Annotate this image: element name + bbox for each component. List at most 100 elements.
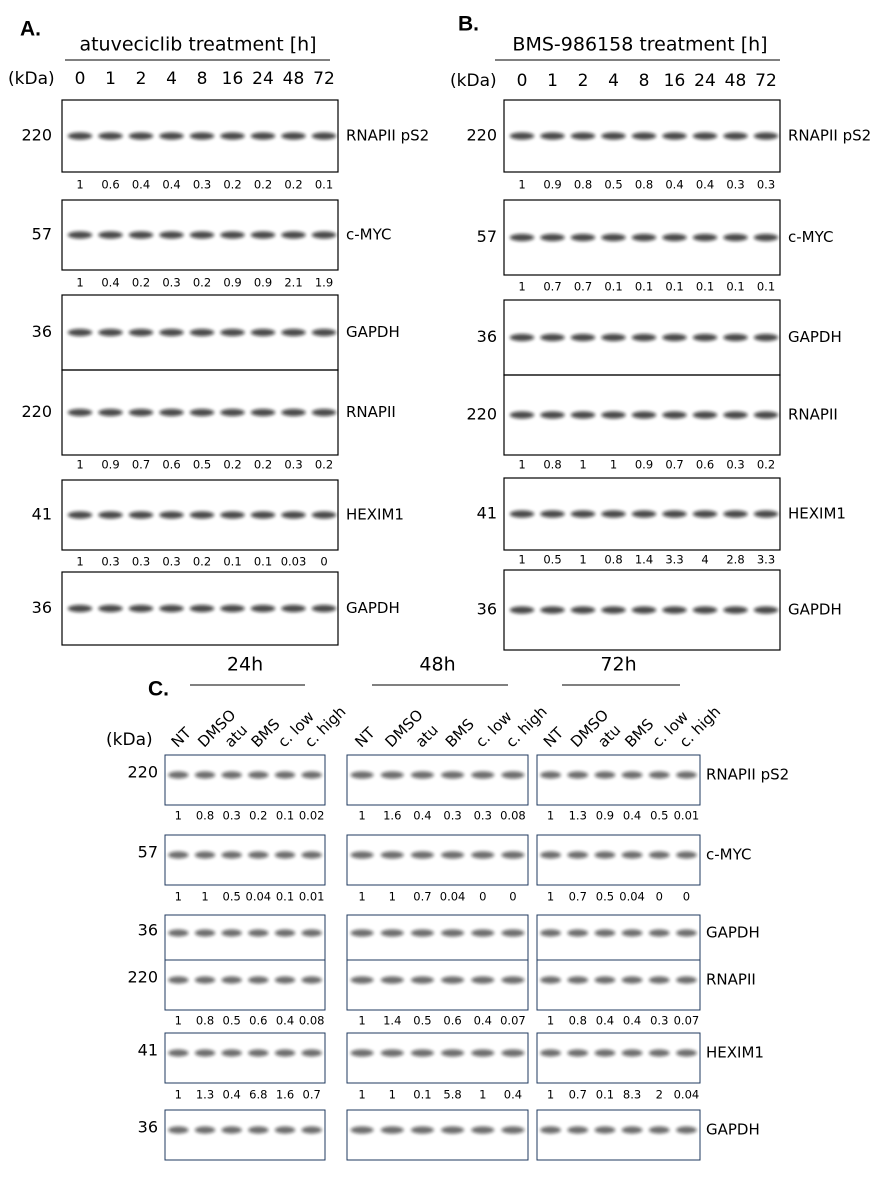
quant-value: 0.2 bbox=[254, 458, 272, 472]
quant-value: 0.8 bbox=[543, 458, 561, 472]
band bbox=[723, 510, 748, 518]
quant-value: 0.2 bbox=[757, 458, 775, 472]
unit-label: (kDa) bbox=[450, 71, 497, 91]
band bbox=[189, 231, 215, 239]
band bbox=[281, 408, 306, 417]
quant-value: 0.5 bbox=[650, 809, 668, 823]
protein-label: HEXIM1 bbox=[346, 506, 404, 524]
blot-box bbox=[536, 754, 701, 806]
quant-value: 0.2 bbox=[284, 178, 302, 192]
quant-value: 0.5 bbox=[543, 553, 561, 567]
band bbox=[567, 976, 589, 984]
lane-label: 16 bbox=[664, 71, 686, 91]
blot-box bbox=[503, 477, 781, 551]
quant-value: 0.7 bbox=[665, 458, 683, 472]
band bbox=[311, 604, 337, 613]
quant-value: 1 bbox=[76, 276, 83, 290]
quant-value: 0.4 bbox=[413, 809, 431, 823]
band bbox=[67, 604, 93, 613]
protein-label: GAPDH bbox=[706, 924, 760, 942]
band bbox=[441, 929, 465, 937]
kda-label: 57 bbox=[32, 225, 52, 244]
quant-value: 2 bbox=[656, 1088, 663, 1102]
band bbox=[248, 976, 269, 984]
band bbox=[501, 771, 525, 779]
quant-value: 1 bbox=[76, 178, 83, 192]
quant-value: 3.3 bbox=[665, 553, 683, 567]
band bbox=[221, 1126, 242, 1134]
quant-value: 0.9 bbox=[596, 809, 614, 823]
quant-value: 0.5 bbox=[596, 890, 614, 904]
band bbox=[250, 328, 276, 337]
blot-box bbox=[346, 1032, 529, 1084]
band bbox=[250, 511, 276, 519]
quant-value: 0.1 bbox=[696, 280, 714, 294]
quant-value: 1 bbox=[610, 458, 617, 472]
lane-label: 4 bbox=[608, 71, 619, 91]
band bbox=[221, 771, 242, 779]
lane-label: 24 bbox=[694, 71, 716, 91]
band bbox=[194, 1126, 216, 1134]
quant-value: 1.4 bbox=[635, 553, 653, 567]
band bbox=[281, 328, 306, 337]
band bbox=[410, 1126, 434, 1134]
band bbox=[220, 231, 245, 239]
band bbox=[410, 1049, 434, 1057]
quant-value: 0.5 bbox=[223, 890, 241, 904]
blot-box bbox=[164, 834, 326, 886]
band bbox=[567, 1126, 589, 1134]
band bbox=[540, 1049, 561, 1057]
quant-value: 0.6 bbox=[696, 458, 714, 472]
quant-value: 2.1 bbox=[284, 276, 302, 290]
blot-box bbox=[164, 914, 326, 961]
band bbox=[281, 231, 306, 239]
band bbox=[570, 333, 596, 342]
band bbox=[98, 408, 123, 417]
quant-value: 0.07 bbox=[500, 1014, 526, 1028]
quant-value: 0.1 bbox=[665, 280, 683, 294]
band bbox=[676, 976, 697, 984]
quant-value: 0.6 bbox=[249, 1014, 267, 1028]
band bbox=[570, 132, 596, 140]
quant-value: 0.5 bbox=[223, 1014, 241, 1028]
quant-value: 0.08 bbox=[500, 809, 526, 823]
quant-value: 1 bbox=[358, 1014, 365, 1028]
quant-value: 0.8 bbox=[574, 178, 592, 192]
band bbox=[441, 1126, 465, 1134]
band bbox=[274, 1126, 296, 1134]
band bbox=[471, 851, 495, 859]
quant-value: 0.9 bbox=[223, 276, 241, 290]
band bbox=[723, 233, 748, 242]
band bbox=[570, 411, 596, 419]
band bbox=[648, 976, 670, 984]
band bbox=[248, 851, 269, 859]
band bbox=[441, 771, 465, 779]
lane-label: NT bbox=[351, 723, 379, 751]
quant-value: 0.3 bbox=[162, 555, 180, 569]
quant-value: 1 bbox=[389, 1088, 396, 1102]
quant-value: 0.1 bbox=[315, 178, 333, 192]
kda-label: 220 bbox=[466, 126, 497, 145]
protein-label: RNAPII bbox=[346, 403, 396, 421]
band bbox=[281, 511, 306, 519]
band bbox=[159, 132, 184, 140]
band bbox=[67, 132, 93, 140]
protein-label: c-MYC bbox=[706, 846, 751, 864]
band bbox=[128, 604, 154, 613]
band bbox=[753, 510, 779, 518]
kda-label: 36 bbox=[138, 921, 158, 940]
lane-label: 8 bbox=[639, 71, 650, 91]
quant-value: 0.3 bbox=[443, 809, 461, 823]
band bbox=[692, 333, 718, 342]
quant-value: 0.2 bbox=[315, 458, 333, 472]
quant-value: 0.3 bbox=[474, 809, 492, 823]
band bbox=[621, 976, 643, 984]
band bbox=[128, 511, 154, 519]
quant-value: 0.1 bbox=[604, 280, 622, 294]
band bbox=[753, 606, 779, 614]
band bbox=[301, 1126, 322, 1134]
protein-label: RNAPII bbox=[706, 971, 756, 989]
band bbox=[723, 606, 748, 614]
band bbox=[194, 929, 216, 937]
band bbox=[692, 233, 718, 242]
